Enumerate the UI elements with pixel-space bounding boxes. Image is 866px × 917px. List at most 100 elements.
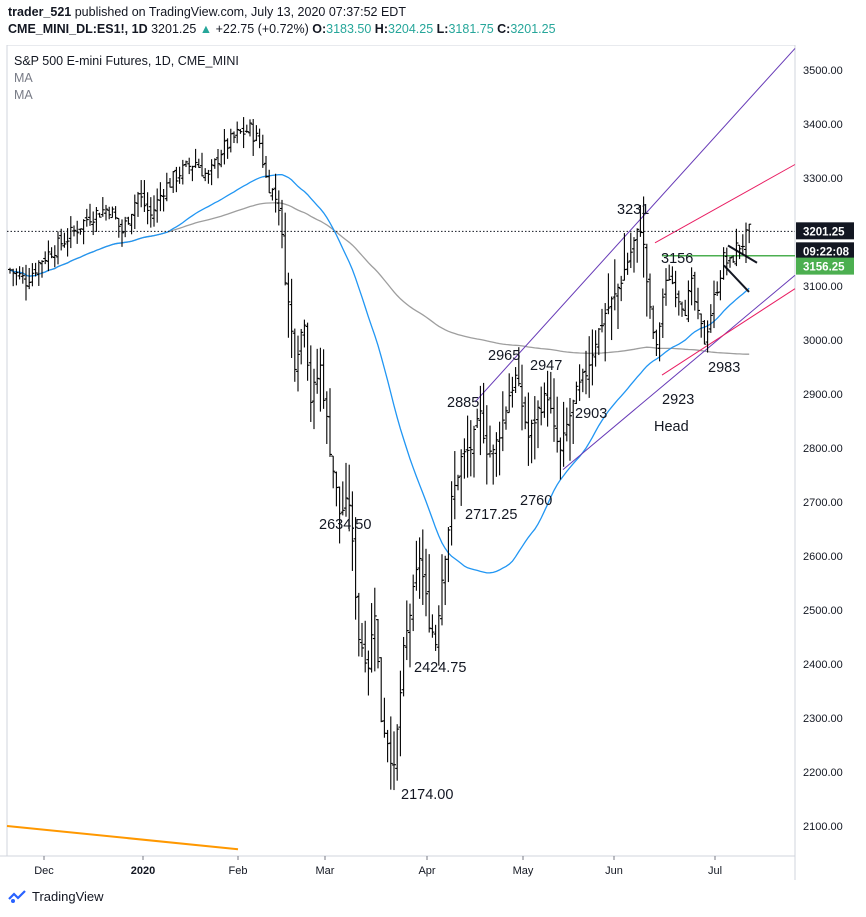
ohlc-bar	[408, 603, 412, 668]
price-annotation: 2174.00	[401, 787, 453, 803]
symbol-line: CME_MINI_DL:ES1!, 1D 3201.25 ▲ +22.75 (+…	[8, 22, 556, 36]
footer-brand: TradingView	[32, 889, 104, 904]
time-tick-label: Feb	[229, 865, 248, 877]
channel-upper	[474, 48, 796, 403]
red-resistance-line	[654, 164, 796, 244]
ohlc-bar	[27, 267, 32, 290]
ohlc-bar	[155, 188, 160, 223]
ohlc-bar	[59, 228, 64, 251]
ohlc-bar	[376, 618, 380, 669]
time-tick-label: 2020	[131, 865, 155, 877]
high-label: H:	[374, 22, 388, 36]
price-axis[interactable]: 2100.00 2200.00 2300.00 2400.00 2500.00 2600.…	[803, 65, 843, 833]
ohlc-bar	[548, 371, 553, 414]
ohlc-bar	[350, 491, 355, 571]
ohlc-bar	[600, 308, 604, 333]
ohlc-bar	[148, 197, 153, 228]
ohlc-bar	[318, 347, 323, 412]
ohlc-bar	[475, 408, 480, 428]
ohlc-bar	[667, 264, 672, 281]
ohlc-bar	[660, 288, 665, 338]
low-value: 3181.75	[448, 22, 494, 36]
ohlc-bar	[536, 400, 540, 449]
price-chart[interactable]: 2100.00 2200.00 2300.00 2400.00 2500.00 2600.…	[0, 45, 866, 880]
ohlc-bar	[312, 368, 316, 430]
price-annotation: 2717.25	[465, 507, 517, 523]
publisher-name[interactable]: trader_521	[8, 5, 72, 19]
ohlc-bar	[97, 212, 102, 218]
orange-trend-line	[6, 825, 239, 851]
ohlc-bar	[209, 159, 214, 186]
bar-countdown-badge: 09:22:08	[803, 246, 850, 258]
ohlc-bar	[532, 396, 537, 460]
ohlc-bar	[142, 180, 147, 212]
ohlc-bar	[72, 225, 76, 237]
price-annotation: 2903	[575, 406, 607, 422]
ohlc-bar	[734, 228, 739, 267]
ohlc-bar	[81, 219, 86, 245]
annotations: 2634.50 2174.00 2424.75 2717.25 2885 2965 2947…	[319, 202, 740, 803]
price-tick-label: 2100.00	[803, 821, 843, 833]
plot-frame	[6, 45, 796, 857]
ohlc-bar	[56, 231, 60, 265]
ohlc-bar	[91, 211, 96, 236]
price-tick-label: 2500.00	[803, 605, 843, 617]
ohlc-bar	[372, 587, 377, 672]
ohlc-bar	[542, 382, 547, 418]
ohlc-bar	[568, 398, 572, 461]
ohlc-bar	[724, 247, 729, 276]
ohlc-bar	[552, 378, 556, 442]
ohlc-bar	[433, 624, 438, 651]
open-value: 3183.50	[326, 22, 372, 36]
ohlc-bar	[132, 194, 137, 230]
ohlc-bar	[136, 191, 140, 217]
ohlc-bar	[558, 437, 563, 480]
ohlc-bar	[692, 271, 697, 311]
ohlc-bar	[123, 216, 128, 238]
ohlc-bar	[62, 232, 67, 248]
ohlc-bar	[689, 267, 694, 306]
ohlc-bar	[705, 320, 710, 353]
ohlc-bar	[504, 406, 508, 430]
ohlc-bar	[14, 268, 19, 286]
ohlc-bar	[574, 381, 579, 405]
ohlc-bar	[740, 234, 745, 255]
ohlc-bar	[436, 605, 441, 666]
ohlc-bar	[49, 247, 54, 259]
ohlc-bar	[488, 425, 492, 458]
ohlc-bar	[619, 275, 624, 302]
ohlc-bar	[94, 207, 99, 232]
ohlc-bar	[379, 657, 384, 723]
ohlc-bar	[88, 203, 92, 226]
legend-ma-2[interactable]: MA	[14, 88, 33, 102]
ohlc-bar	[398, 670, 403, 757]
ohlc-bar	[52, 245, 57, 268]
ohlc-bar	[283, 212, 288, 286]
ohlc-bar	[644, 243, 649, 317]
ohlc-bar	[622, 233, 627, 281]
ohlc-bar	[145, 192, 150, 225]
ohlc-bar	[395, 724, 400, 781]
ohlc-bar	[392, 731, 396, 791]
ohlc-bar	[641, 196, 646, 278]
tradingview-footer[interactable]: TradingView	[8, 889, 104, 904]
ohlc-bar	[177, 166, 182, 184]
legend-ma-1[interactable]: MA	[14, 71, 33, 85]
price-tick-label: 2800.00	[803, 443, 843, 455]
ohlc-bar	[747, 223, 752, 244]
ohlc-bar	[680, 301, 684, 317]
ohlc-bar	[510, 376, 515, 408]
ohlc-bar	[676, 290, 681, 316]
price-annotation: Head	[654, 419, 689, 435]
tradingview-logo-icon	[8, 889, 26, 903]
ohlc-bar	[580, 368, 585, 393]
ohlc-bar	[628, 232, 633, 269]
close-label: C:	[497, 22, 511, 36]
legend-title[interactable]: S&P 500 E-mini Futures, 1D, CME_MINI	[14, 54, 239, 68]
ohlc-bar	[152, 195, 156, 227]
ma-slow-line	[9, 202, 750, 355]
time-axis[interactable]: Dec 2020 Feb Mar Apr May Jun Jul	[34, 856, 722, 877]
price-tick-label: 2700.00	[803, 497, 843, 509]
ohlc-bar	[449, 481, 454, 546]
ohlc-bar	[596, 328, 601, 356]
